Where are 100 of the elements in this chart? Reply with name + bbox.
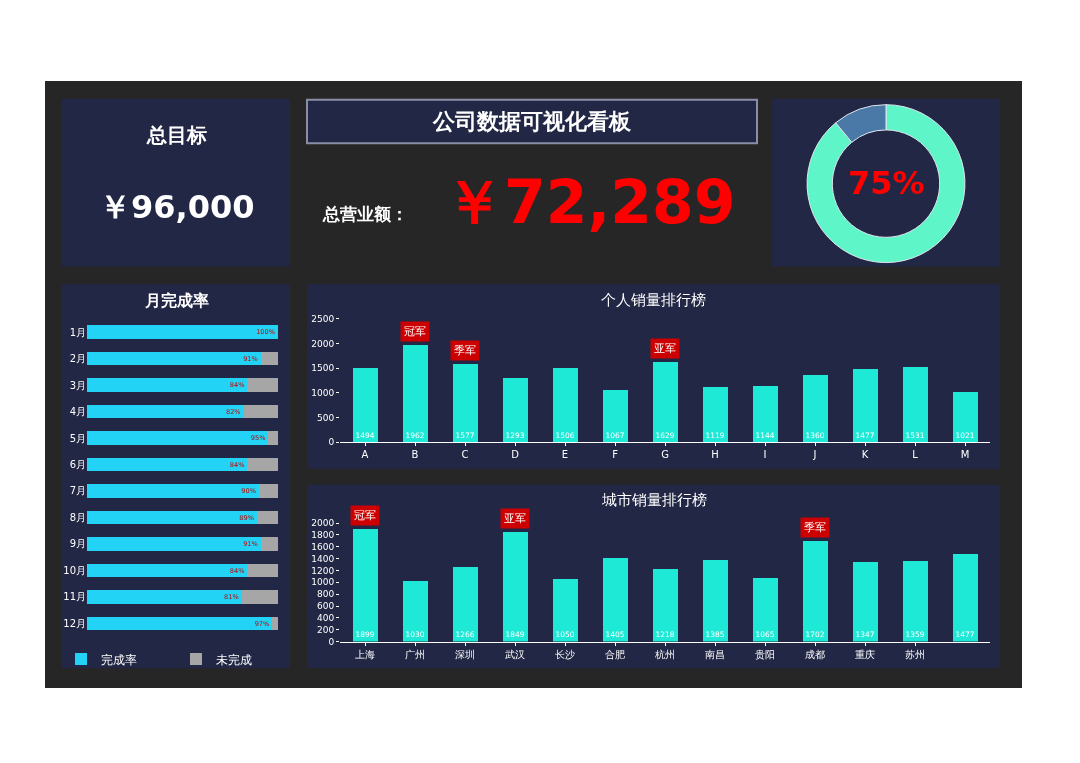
legend-label: 未完成 xyxy=(216,652,252,667)
x-tick-label: H xyxy=(711,449,719,461)
bar xyxy=(902,561,928,642)
bar xyxy=(247,457,278,472)
data-label: 1030 xyxy=(405,630,425,640)
data-label: 1577 xyxy=(455,430,475,440)
bar xyxy=(87,457,248,472)
y-tick-label: 1500 xyxy=(311,363,335,374)
text: 总营业额： xyxy=(322,204,408,224)
x-tick-label: 长沙 xyxy=(555,648,575,660)
bar xyxy=(247,563,278,578)
y-tick-label: 7月 xyxy=(69,485,86,497)
x-tick-label: 合肥 xyxy=(605,648,625,660)
bar xyxy=(243,404,278,419)
x-tick-label: 重庆 xyxy=(855,648,875,660)
x-tick-label: 广州 xyxy=(405,648,425,660)
y-tick-label: 800 xyxy=(317,589,335,600)
text: ￥72,289 xyxy=(444,167,736,237)
text: 75% xyxy=(848,164,925,202)
y-tick-label: 200 xyxy=(317,624,335,635)
text: 公司数据可视化看板 xyxy=(432,109,632,134)
bar xyxy=(241,590,278,604)
y-tick-label: 1800 xyxy=(311,530,335,541)
bar xyxy=(602,558,628,642)
bar xyxy=(87,537,261,551)
chart-title: 月完成率 xyxy=(144,291,209,310)
bar xyxy=(258,484,278,498)
annotation: 冠军 xyxy=(354,509,376,522)
x-tick-label: A xyxy=(361,449,369,461)
x-tick-label: C xyxy=(461,449,469,461)
y-tick-label: 11月 xyxy=(63,591,86,603)
data-label: 1385 xyxy=(705,630,725,640)
y-tick-label: 600 xyxy=(317,601,335,612)
y-tick-label: 2000 xyxy=(311,518,335,529)
data-label: 1899 xyxy=(355,630,375,640)
bar xyxy=(502,378,528,443)
bar xyxy=(87,404,244,419)
y-tick-label: 1000 xyxy=(311,577,335,588)
x-tick-label: B xyxy=(411,449,419,461)
x-tick-label: 杭州 xyxy=(654,648,675,660)
data-label: 1359 xyxy=(905,630,925,640)
chart-title: 个人销量排行榜 xyxy=(601,291,706,309)
x-tick-label: K xyxy=(861,449,869,461)
x-tick-label: D xyxy=(511,449,520,461)
bar xyxy=(552,367,578,443)
x-tick-label: 武汉 xyxy=(505,648,525,660)
x-tick-label: E xyxy=(561,449,569,461)
bar xyxy=(87,378,248,392)
x-tick-label: J xyxy=(812,449,817,461)
donut-slice xyxy=(806,104,966,264)
bar xyxy=(402,345,428,443)
bar xyxy=(502,532,528,642)
data-label: 1506 xyxy=(555,430,575,440)
x-tick-label: 深圳 xyxy=(455,648,475,660)
data-label: 1494 xyxy=(355,430,375,440)
y-tick-label: 3月 xyxy=(69,379,86,391)
y-tick-label: 2月 xyxy=(69,353,86,365)
data-label: 1050 xyxy=(555,630,575,640)
data-label: 1218 xyxy=(655,630,675,640)
data-label: 1266 xyxy=(455,630,475,640)
y-tick-label: 4月 xyxy=(69,406,86,418)
text: 总目标 xyxy=(146,123,207,147)
y-tick-label: 0 xyxy=(328,636,335,647)
x-tick-label: M xyxy=(960,449,970,461)
annotation: 亚军 xyxy=(504,512,526,525)
data-label: 1962 xyxy=(405,430,425,440)
bar xyxy=(752,385,778,443)
y-tick-label: 5月 xyxy=(69,432,86,444)
y-tick-label: 1000 xyxy=(311,388,335,398)
bar xyxy=(552,579,578,642)
bar xyxy=(87,431,269,445)
annotation: 冠军 xyxy=(404,325,426,338)
data-label: 1065 xyxy=(755,630,775,640)
bar xyxy=(87,351,261,366)
data-label: 1531 xyxy=(905,430,925,440)
bar xyxy=(87,325,278,339)
x-tick-label: L xyxy=(912,449,919,461)
bar xyxy=(272,616,278,630)
x-tick-label: F xyxy=(612,449,619,461)
data-label: 1405 xyxy=(605,630,625,640)
data-label: 1477 xyxy=(855,430,875,440)
x-tick-label: 上海 xyxy=(355,648,375,660)
data-label: 1477 xyxy=(955,630,975,640)
bar xyxy=(247,378,278,392)
bar xyxy=(452,566,478,642)
data-label: 1347 xyxy=(855,630,875,640)
x-tick-label: 成都 xyxy=(805,648,825,660)
bar xyxy=(602,389,628,443)
y-tick-label: 400 xyxy=(317,613,335,624)
y-tick-label: 2500 xyxy=(311,313,335,324)
data-label: 1067 xyxy=(605,430,625,440)
bar xyxy=(268,431,278,445)
y-tick-label: 0 xyxy=(328,437,335,448)
text: ￥96,000 xyxy=(99,188,255,226)
data-label: 1293 xyxy=(505,430,525,440)
data-label: 1144 xyxy=(755,430,775,440)
bar xyxy=(260,351,278,366)
legend-label: 完成率 xyxy=(101,652,137,667)
bar xyxy=(87,616,273,630)
bar xyxy=(952,554,978,642)
